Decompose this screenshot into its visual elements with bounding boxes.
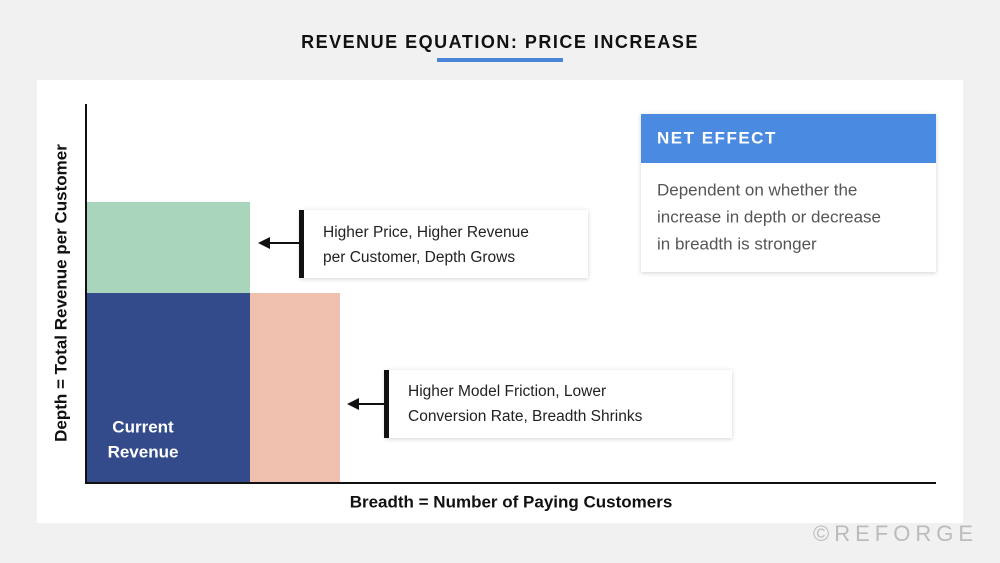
callout-box — [385, 370, 732, 438]
depth-growth-block — [86, 202, 250, 293]
block-label: Current — [112, 417, 174, 436]
net-effect-header — [641, 114, 936, 163]
net-effect-text: Dependent on whether the — [657, 180, 857, 199]
current-revenue-block — [86, 293, 250, 483]
arrow-head — [347, 398, 359, 410]
callout-text: Higher Model Friction, Lower — [408, 383, 606, 400]
callout-bar — [299, 210, 304, 278]
callout-text: Higher Price, Higher Revenue — [323, 224, 529, 241]
y-axis-label: Depth = Total Revenue per Customer — [51, 144, 70, 442]
breadth-loss-block — [250, 293, 340, 483]
watermark: ©REFORGE — [813, 521, 978, 546]
net-effect-title: NET EFFECT — [657, 128, 777, 147]
title-underline — [437, 58, 563, 62]
x-axis-label: Breadth = Number of Paying Customers — [350, 492, 673, 511]
block-label: Revenue — [108, 442, 179, 461]
callout-box — [300, 210, 588, 278]
net-effect-text: in breadth is stronger — [657, 234, 817, 253]
callout-text: per Customer, Depth Grows — [323, 249, 515, 266]
net-effect-text: increase in depth or decrease — [657, 207, 881, 226]
arrow-head — [258, 237, 270, 249]
callout-text: Conversion Rate, Breadth Shrinks — [408, 408, 643, 425]
callout-bar — [384, 370, 389, 438]
title: REVENUE EQUATION: PRICE INCREASE — [301, 32, 699, 52]
